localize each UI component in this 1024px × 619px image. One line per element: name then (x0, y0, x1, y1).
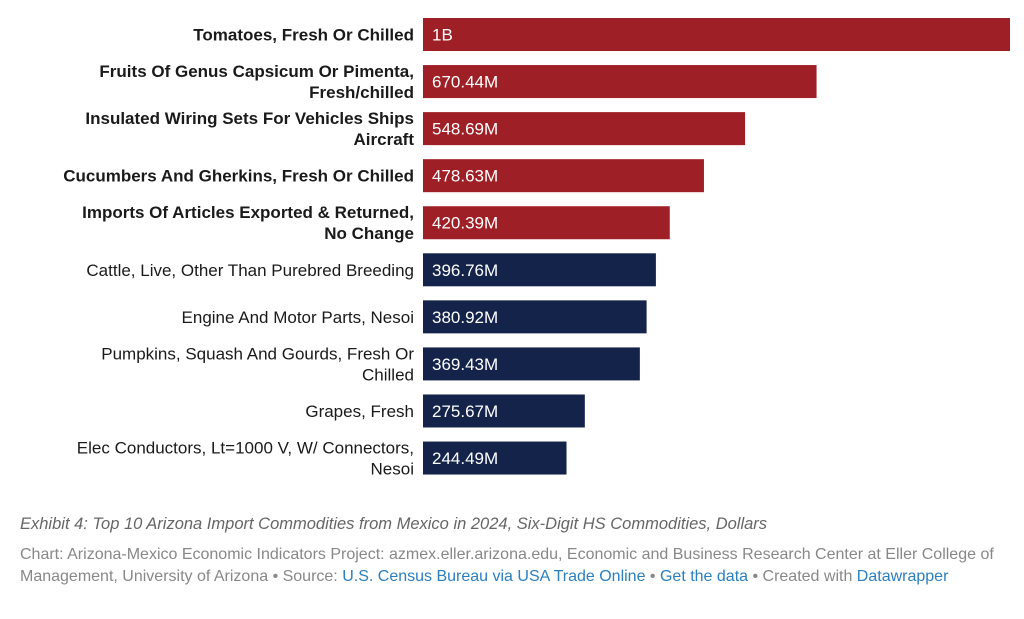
bar-value-label: 275.67M (432, 402, 498, 421)
bar (423, 18, 1010, 51)
bar-value-label: 670.44M (432, 73, 498, 92)
category-label-line: Imports Of Articles Exported & Returned, (82, 203, 414, 222)
category-label-line: Chilled (362, 365, 414, 384)
category-label-line: Engine And Motor Parts, Nesoi (182, 308, 414, 327)
category-label: Fruits Of Genus Capsicum Or Pimenta, Fres… (99, 62, 414, 102)
category-label: Cucumbers And Gherkins, Fresh Or Chilled (63, 167, 414, 186)
category-label: Insulated Wiring Sets For Vehicles Ships… (85, 109, 414, 149)
bar-chart: 1B Tomatoes, Fresh Or Chilled 670.44M Fruit… (63, 18, 1010, 479)
category-label-line: Aircraft (354, 130, 415, 149)
category-label-line: Insulated Wiring Sets For Vehicles Ships (85, 109, 414, 128)
category-label: Elec Conductors, Lt=1000 V, W/ Connector… (77, 439, 414, 479)
category-label-line: Fresh/chilled (309, 83, 414, 102)
bar (423, 253, 656, 287)
bar-value-label: 396.76M (432, 261, 498, 280)
bar (423, 112, 746, 146)
bar-value-label: 244.49M (432, 449, 498, 468)
category-label: Cattle, Live, Other Than Purebred Breedi… (86, 261, 414, 280)
bar-value-label: 478.63M (432, 167, 498, 186)
bar-value-label: 548.69M (432, 120, 498, 139)
get-the-data-link[interactable]: Get the data (659, 567, 749, 585)
category-label-line: Tomatoes, Fresh Or Chilled (193, 26, 414, 45)
bar (423, 206, 670, 240)
category-label-line: Fruits Of Genus Capsicum Or Pimenta, (99, 62, 414, 81)
bar-value-label: 420.39M (432, 214, 498, 233)
credits-separator: • (645, 567, 660, 585)
bar (423, 394, 585, 428)
chart-caption: Exhibit 4: Top 10 Arizona Import Commodi… (20, 515, 768, 533)
category-label-line: No Change (324, 224, 414, 243)
bar (423, 347, 640, 381)
category-label-line: Pumpkins, Squash And Gourds, Fresh Or (101, 344, 414, 363)
category-label: Imports Of Articles Exported & Returned,… (82, 203, 414, 243)
bar (423, 65, 817, 99)
credits-created-with: • Created with (748, 567, 857, 585)
category-label: Grapes, Fresh (305, 402, 414, 421)
credits-text: Chart: Arizona-Mexico Economic Indicator… (20, 546, 994, 585)
category-label-line: Elec Conductors, Lt=1000 V, W/ Connector… (77, 439, 414, 458)
bar-value-label: 369.43M (432, 355, 498, 374)
bar-value-label: 380.92M (432, 308, 498, 327)
category-label-line: Grapes, Fresh (305, 402, 414, 421)
category-label-line: Cucumbers And Gherkins, Fresh Or Chilled (63, 167, 414, 186)
category-label: Engine And Motor Parts, Nesoi (182, 308, 414, 327)
bar (423, 441, 567, 475)
category-label-line: Cattle, Live, Other Than Purebred Breedi… (86, 261, 414, 280)
chart-credits: Chart: Arizona-Mexico Economic Indicator… (20, 544, 1010, 587)
category-label: Pumpkins, Squash And Gourds, Fresh Or Chi… (101, 344, 414, 384)
category-label-line: Nesoi (371, 460, 414, 479)
bar (423, 159, 704, 193)
datawrapper-link[interactable]: Datawrapper (856, 567, 949, 585)
source-link[interactable]: U.S. Census Bureau via USA Trade Online (342, 567, 646, 585)
bar (423, 300, 647, 334)
category-label: Tomatoes, Fresh Or Chilled (193, 26, 414, 45)
bar-value-label: 1B (432, 26, 453, 45)
